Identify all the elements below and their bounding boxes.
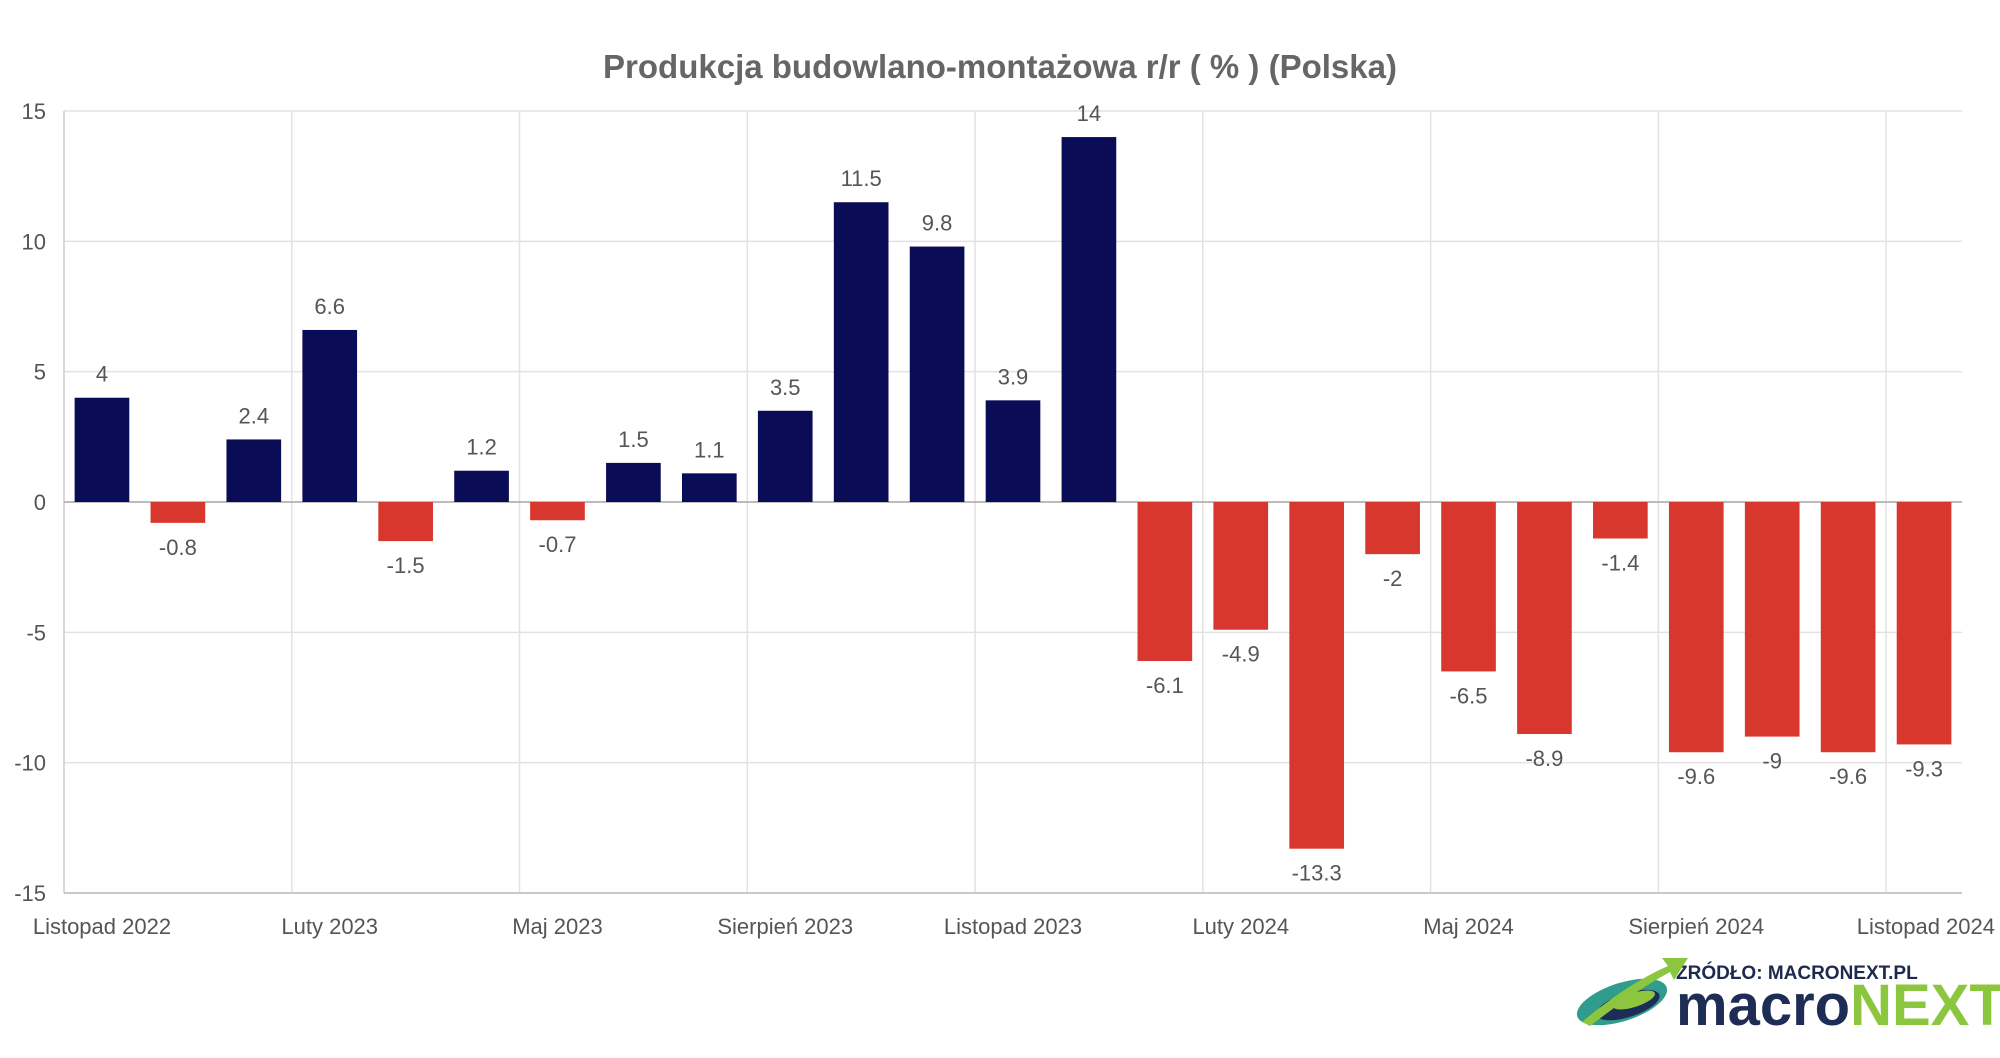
- data-label: 3.5: [770, 375, 801, 400]
- y-axis-ticks: 15 10 5 0 -5 -10 -15: [14, 99, 46, 906]
- data-label: 6.6: [314, 294, 345, 319]
- y-tick-label: -5: [26, 620, 46, 645]
- source-label: ŹRÓDŁO: MACRONEXT.PL: [1676, 962, 1918, 984]
- logo-part-next: NEXT: [1850, 973, 2000, 1038]
- bars: [74, 137, 1952, 849]
- bar: [1744, 502, 1800, 737]
- bar: [1517, 502, 1572, 734]
- bar: [1896, 502, 1952, 745]
- x-tick-label: Maj 2024: [1423, 914, 1514, 939]
- x-tick-label: Luty 2024: [1192, 914, 1289, 939]
- data-label: 3.9: [998, 364, 1029, 389]
- data-label: -0.7: [539, 532, 577, 557]
- x-tick-label: Listopad 2024: [1857, 914, 1995, 939]
- y-tick-label: 10: [22, 229, 46, 254]
- data-label: -9.6: [1677, 764, 1715, 789]
- source-branding: ŹRÓDŁO: MACRONEXT.PL macroNEXT: [1576, 958, 2000, 1038]
- x-tick-label: Maj 2023: [512, 914, 603, 939]
- data-label: 1.5: [618, 427, 649, 452]
- bar: [74, 397, 130, 502]
- logo-wordmark: macroNEXT: [1676, 973, 2000, 1038]
- data-label: 1.2: [466, 435, 497, 460]
- data-label: -1.5: [387, 553, 425, 578]
- x-tick-label: Listopad 2022: [33, 914, 171, 939]
- data-label: -0.8: [159, 535, 197, 560]
- data-label: 4: [96, 362, 108, 387]
- data-label: 1.1: [694, 437, 725, 462]
- logo-part-macro: macro: [1676, 973, 1850, 1038]
- bar: [1668, 502, 1724, 753]
- data-label: -6.5: [1450, 683, 1488, 708]
- y-tick-label: 0: [34, 490, 46, 515]
- data-label: 14: [1077, 101, 1101, 126]
- bar: [909, 246, 965, 502]
- x-tick-label: Listopad 2023: [944, 914, 1082, 939]
- bar: [150, 502, 206, 523]
- data-label: -2: [1383, 566, 1403, 591]
- data-label: 9.8: [922, 211, 953, 236]
- y-tick-label: -15: [14, 881, 46, 906]
- bar: [606, 462, 661, 502]
- x-tick-label: Luty 2023: [281, 914, 378, 939]
- bar: [757, 410, 813, 502]
- bar: [1365, 502, 1420, 555]
- bar: [378, 502, 433, 542]
- y-tick-label: 5: [34, 360, 46, 385]
- bar: [1441, 502, 1496, 672]
- data-label: -13.3: [1292, 861, 1342, 886]
- bar: [1137, 502, 1193, 662]
- bar: [1289, 502, 1345, 849]
- bar: [1061, 137, 1117, 503]
- data-label: -6.1: [1146, 673, 1184, 698]
- data-label: -9: [1762, 749, 1782, 774]
- bar: [1593, 502, 1648, 539]
- bar: [681, 473, 737, 502]
- data-label: 2.4: [239, 403, 270, 428]
- bar: [1213, 502, 1269, 630]
- chart-title: Produkcja budowlano-montażowa r/r ( % ) …: [603, 48, 1397, 85]
- bar: [833, 202, 889, 502]
- bar: [302, 329, 358, 502]
- data-labels: 4 -0.8 2.4 6.6 -1.5 1.2 -0.7 1.5 1.1 3.5 11.5 9.8 3.…: [96, 101, 1943, 886]
- bar: [226, 439, 282, 502]
- x-tick-label: Sierpień 2023: [717, 914, 853, 939]
- data-label: -4.9: [1222, 642, 1260, 667]
- bar: [530, 502, 585, 521]
- data-label: -9.3: [1905, 756, 1943, 781]
- data-label: -1.4: [1601, 550, 1639, 575]
- bar: [985, 400, 1041, 502]
- data-label: 11.5: [841, 166, 882, 191]
- bar: [1820, 502, 1876, 753]
- data-label: -9.6: [1829, 764, 1867, 789]
- data-label: -8.9: [1525, 746, 1563, 771]
- swoosh-logo-icon: [1576, 958, 1688, 1026]
- x-tick-label: Sierpień 2024: [1628, 914, 1764, 939]
- bar: [454, 470, 509, 502]
- y-tick-label: -10: [14, 751, 46, 776]
- y-tick-label: 15: [22, 99, 46, 124]
- x-axis-ticks: Listopad 2022 Luty 2023 Maj 2023 Sierpień 2…: [33, 914, 1995, 939]
